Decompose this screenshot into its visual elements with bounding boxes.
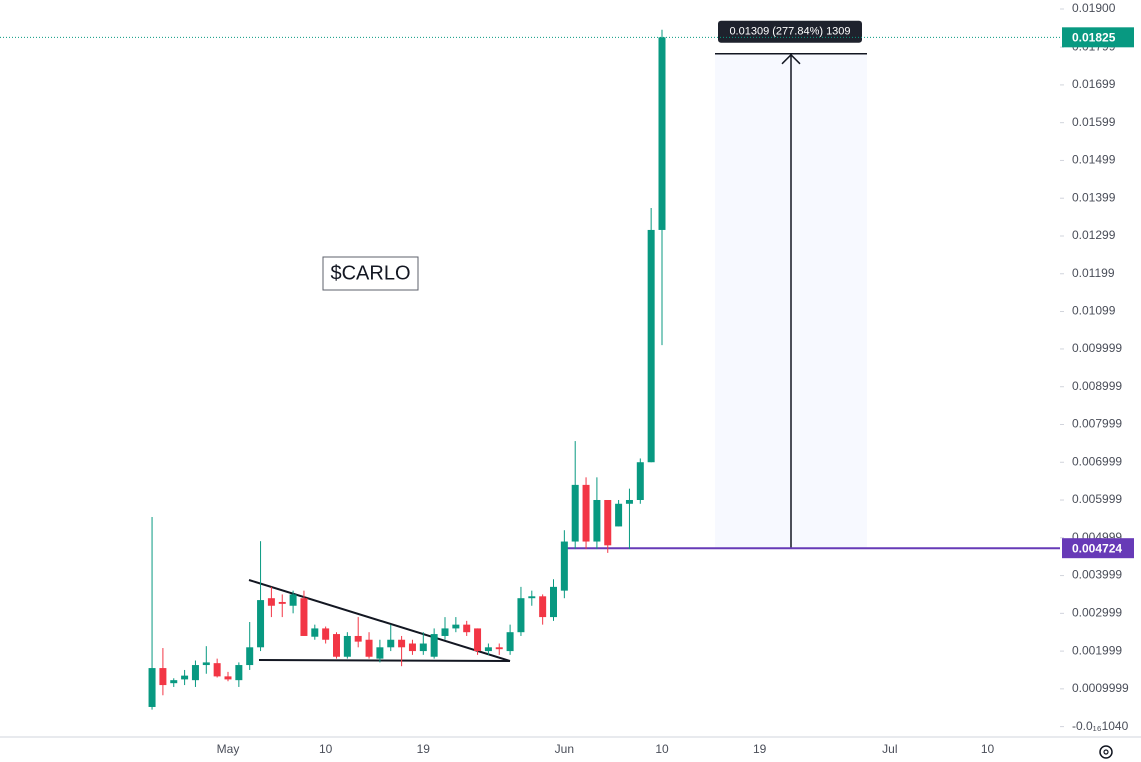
x-tick-label: 10 [981, 742, 995, 756]
x-tick-label: 19 [417, 742, 431, 756]
candle-body [354, 635, 362, 642]
candle-body [647, 229, 655, 463]
candle-body [267, 598, 275, 606]
candle-body [560, 541, 568, 591]
y-tick-label: 0.007999 [1072, 417, 1122, 431]
y-tick-label: 0.01299 [1072, 228, 1116, 242]
candle-body [181, 675, 189, 680]
candle-body [246, 647, 254, 666]
x-tick-label: Jun [555, 742, 574, 756]
candle-body [235, 665, 243, 681]
level-price-label-text: 0.004724 [1072, 541, 1122, 555]
settings-core [1103, 749, 1109, 755]
trendline-upper [248, 579, 511, 662]
y-tick-label: 0.01599 [1072, 115, 1116, 129]
candle-body [625, 499, 633, 504]
candle-body [376, 647, 384, 659]
x-tick-label: 19 [753, 742, 767, 756]
candle-body [430, 634, 438, 657]
candle-body [636, 462, 644, 500]
annotation-box [322, 256, 419, 291]
candle-body [213, 663, 221, 677]
y-tick-label: 0.003999 [1072, 568, 1122, 582]
settings-icon[interactable] [1099, 745, 1113, 759]
candle-body [333, 634, 340, 657]
candle-body [604, 499, 612, 546]
y-tick-label: -0.0₁₆1040 [1072, 719, 1129, 733]
candle-body [593, 499, 601, 542]
y-tick-label: 0.006999 [1072, 454, 1122, 468]
candle-body [300, 598, 308, 636]
y-tick-label: 0.008999 [1072, 379, 1122, 393]
y-tick-label: 0.01399 [1072, 190, 1116, 204]
candle-body [517, 598, 525, 633]
x-tick-label: Jul [882, 742, 897, 756]
candle-body [202, 662, 210, 666]
y-tick-label: 0.01499 [1072, 153, 1116, 167]
candle-body [159, 668, 167, 686]
y-tick-label: 0.01699 [1072, 77, 1116, 91]
trendline-lower [258, 659, 511, 662]
candle-body [289, 594, 297, 606]
candle-body [224, 676, 232, 680]
candle-body [539, 596, 547, 618]
candle-body [322, 628, 330, 640]
y-tick-label: 0.01199 [1072, 266, 1115, 280]
candle-body [474, 628, 482, 652]
settings-ring [1099, 745, 1113, 759]
candle-body [582, 484, 590, 542]
y-tick-label: 0.001999 [1072, 643, 1122, 657]
candle-body [398, 639, 406, 648]
candle-body [495, 647, 503, 650]
candle-body [365, 639, 373, 657]
measure-arrowhead [781, 53, 801, 65]
candle-body [419, 643, 427, 652]
candle-body [463, 624, 471, 633]
last-price-label-text: 0.01825 [1072, 30, 1116, 44]
last-price-label-box [1062, 27, 1134, 48]
y-tick-label: 0.01099 [1072, 304, 1116, 318]
y-tick-label: 0.01900 [1072, 1, 1116, 15]
candle-body [191, 665, 199, 681]
x-tick-label: 10 [655, 742, 669, 756]
candle-body [311, 628, 319, 637]
candle-body [387, 639, 395, 648]
candle-body [615, 503, 623, 527]
candle-body [278, 601, 286, 604]
candle-body [408, 643, 416, 652]
y-tick-label: 0.009999 [1072, 341, 1122, 355]
level-price-label-box [1062, 538, 1134, 559]
measure-label-text: 0.01309 (277.84%) 1309 [729, 26, 850, 38]
candle-body [343, 635, 351, 657]
candle-body [148, 668, 156, 707]
y-tick-label: 0.002999 [1072, 606, 1122, 620]
y-tick-label: 0.005999 [1072, 492, 1122, 506]
candle-body [484, 647, 492, 652]
measure-label: 0.01309 (277.84%) 1309 [718, 20, 862, 43]
candle-body [257, 600, 265, 648]
x-tick-label: 10 [319, 742, 333, 756]
candle-body [506, 632, 514, 652]
candle-body [571, 484, 579, 542]
x-tick-label: May [217, 742, 240, 756]
y-tick-label: 0.0009999 [1072, 681, 1129, 695]
candle-body [441, 628, 449, 636]
candle-body [452, 624, 460, 629]
annotation-text: $CARLO [330, 262, 410, 284]
candle-body [550, 586, 557, 618]
candle-body [658, 37, 666, 230]
candle-body [528, 596, 536, 599]
candle-body [170, 680, 178, 684]
